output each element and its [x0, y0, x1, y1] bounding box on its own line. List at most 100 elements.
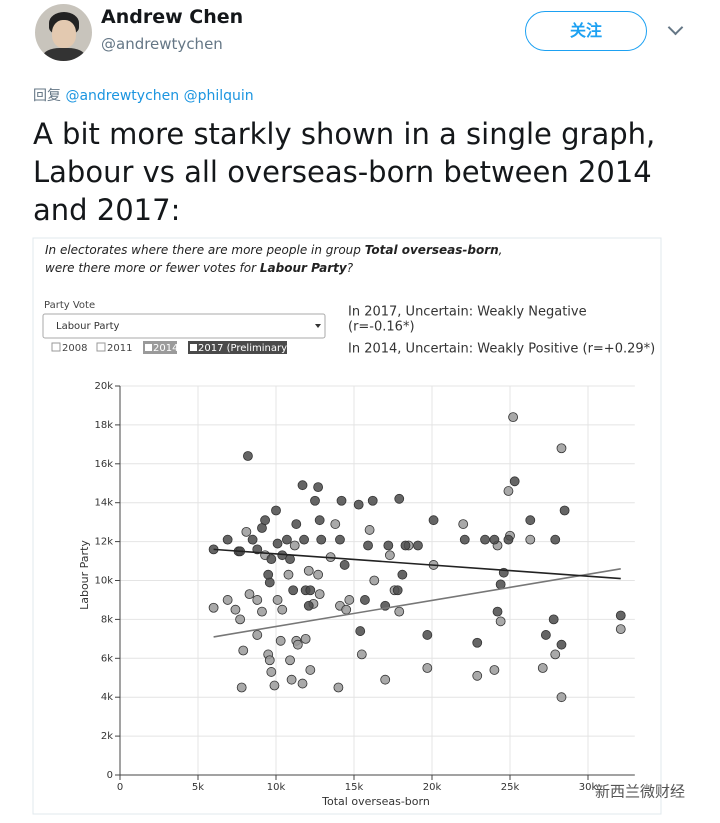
data-point [285, 655, 295, 666]
question-part: ? [347, 261, 354, 275]
data-point [283, 569, 294, 580]
x-axis-label: Total overseas-born [321, 795, 430, 808]
x-tick-label: 10k [267, 782, 286, 793]
data-point [266, 554, 277, 565]
data-point [380, 674, 391, 685]
question-bold: Total overseas-born [365, 243, 499, 257]
data-point [299, 534, 309, 545]
checkbox-checked[interactable] [145, 344, 152, 351]
data-point [286, 674, 297, 685]
data-point [550, 649, 561, 660]
question-part: were there more or fewer votes for [45, 261, 260, 275]
data-point [367, 495, 378, 506]
party-select-value: Labour Party [56, 321, 120, 332]
reply-mention[interactable]: @philquin [183, 88, 254, 104]
trend-line [213, 548, 621, 580]
data-point [472, 670, 483, 681]
x-tick-label: 5k [192, 782, 204, 793]
data-point [330, 519, 341, 529]
watermark: 新西兰微财经 [595, 783, 685, 801]
year-option: 2008 [62, 343, 87, 354]
reply-mention[interactable]: @andrewtychen [65, 88, 180, 104]
y-tick-label: 10k [94, 576, 113, 587]
checkbox-checked[interactable] [190, 344, 197, 351]
x-tick-label: 15k [345, 782, 364, 793]
data-point [480, 534, 490, 545]
data-point [263, 569, 274, 580]
data-point [509, 476, 520, 487]
data-point [495, 616, 506, 627]
data-point [489, 665, 500, 675]
data-point [222, 534, 233, 545]
handle[interactable]: @andrewtychen [101, 35, 223, 53]
plot-area: 0 2k 4k 6k 8k 10k 12k 14k 16k 18k 20k 0 5k 10k 15k 20k 2… [94, 381, 635, 793]
data-point [235, 614, 246, 625]
stat-text: In 2017, Uncertain: Weakly Negative [348, 305, 587, 320]
data-point [271, 505, 281, 516]
data-point [489, 534, 500, 545]
x-tick-label: 20k [423, 782, 442, 793]
data-point [355, 626, 366, 636]
data-point [266, 667, 277, 677]
data-point [525, 534, 536, 545]
data-point [275, 635, 286, 646]
data-point [264, 655, 275, 666]
data-point [392, 585, 403, 596]
data-point [208, 602, 219, 613]
x-tick-label: 0 [117, 782, 123, 793]
year-option-bg[interactable] [188, 341, 287, 354]
data-point [335, 534, 345, 545]
data-point [458, 519, 469, 529]
y-tick-label: 8k [101, 614, 113, 625]
data-point [548, 614, 559, 625]
trend-line [213, 568, 621, 638]
data-point [615, 624, 626, 635]
question-bold: Labour Party [260, 261, 348, 275]
data-point [252, 595, 263, 605]
data-point [305, 585, 316, 596]
data-point [241, 526, 252, 537]
data-point [310, 495, 320, 506]
question-part: , [499, 243, 503, 257]
data-point [615, 610, 626, 621]
data-point [559, 505, 570, 516]
data-point [369, 575, 380, 586]
display-name[interactable]: Andrew Chen [101, 6, 244, 28]
data-point [422, 630, 433, 640]
data-point [313, 482, 324, 493]
data-point [305, 665, 316, 675]
data-point [313, 569, 324, 580]
data-point [236, 682, 247, 693]
data-point [556, 639, 567, 650]
question: were there more or fewer votes for Labou… [45, 261, 354, 275]
data-point [244, 589, 255, 600]
data-point [383, 540, 394, 551]
data-point [316, 534, 327, 545]
reply-line: 回复 @andrewtychen @philquin [33, 85, 254, 105]
data-point [336, 495, 347, 506]
stat-text: In 2014, Uncertain: Weakly Positive (r=+… [348, 342, 655, 357]
y-tick-label: 14k [94, 498, 113, 509]
data-point [289, 540, 300, 551]
data-point [364, 525, 375, 535]
data-point [303, 600, 314, 611]
data-point [282, 534, 292, 545]
checkbox[interactable] [51, 342, 61, 352]
data-point [360, 595, 370, 605]
avatar[interactable] [35, 4, 92, 61]
follow-button[interactable]: 关注 [525, 11, 647, 51]
data-point [495, 579, 506, 590]
party-select[interactable] [42, 313, 326, 339]
y-tick-label: 20k [94, 381, 113, 392]
party-vote-label: Party Vote [44, 300, 95, 311]
year-option: 2011 [107, 343, 132, 354]
tweet-text: A bit more starkly shown in a single gra… [33, 117, 656, 227]
data-point [247, 534, 258, 545]
data-point [238, 645, 249, 656]
select-arrow [315, 324, 321, 328]
checkbox[interactable] [96, 342, 106, 352]
data-point [288, 585, 299, 596]
data-point [537, 663, 548, 673]
